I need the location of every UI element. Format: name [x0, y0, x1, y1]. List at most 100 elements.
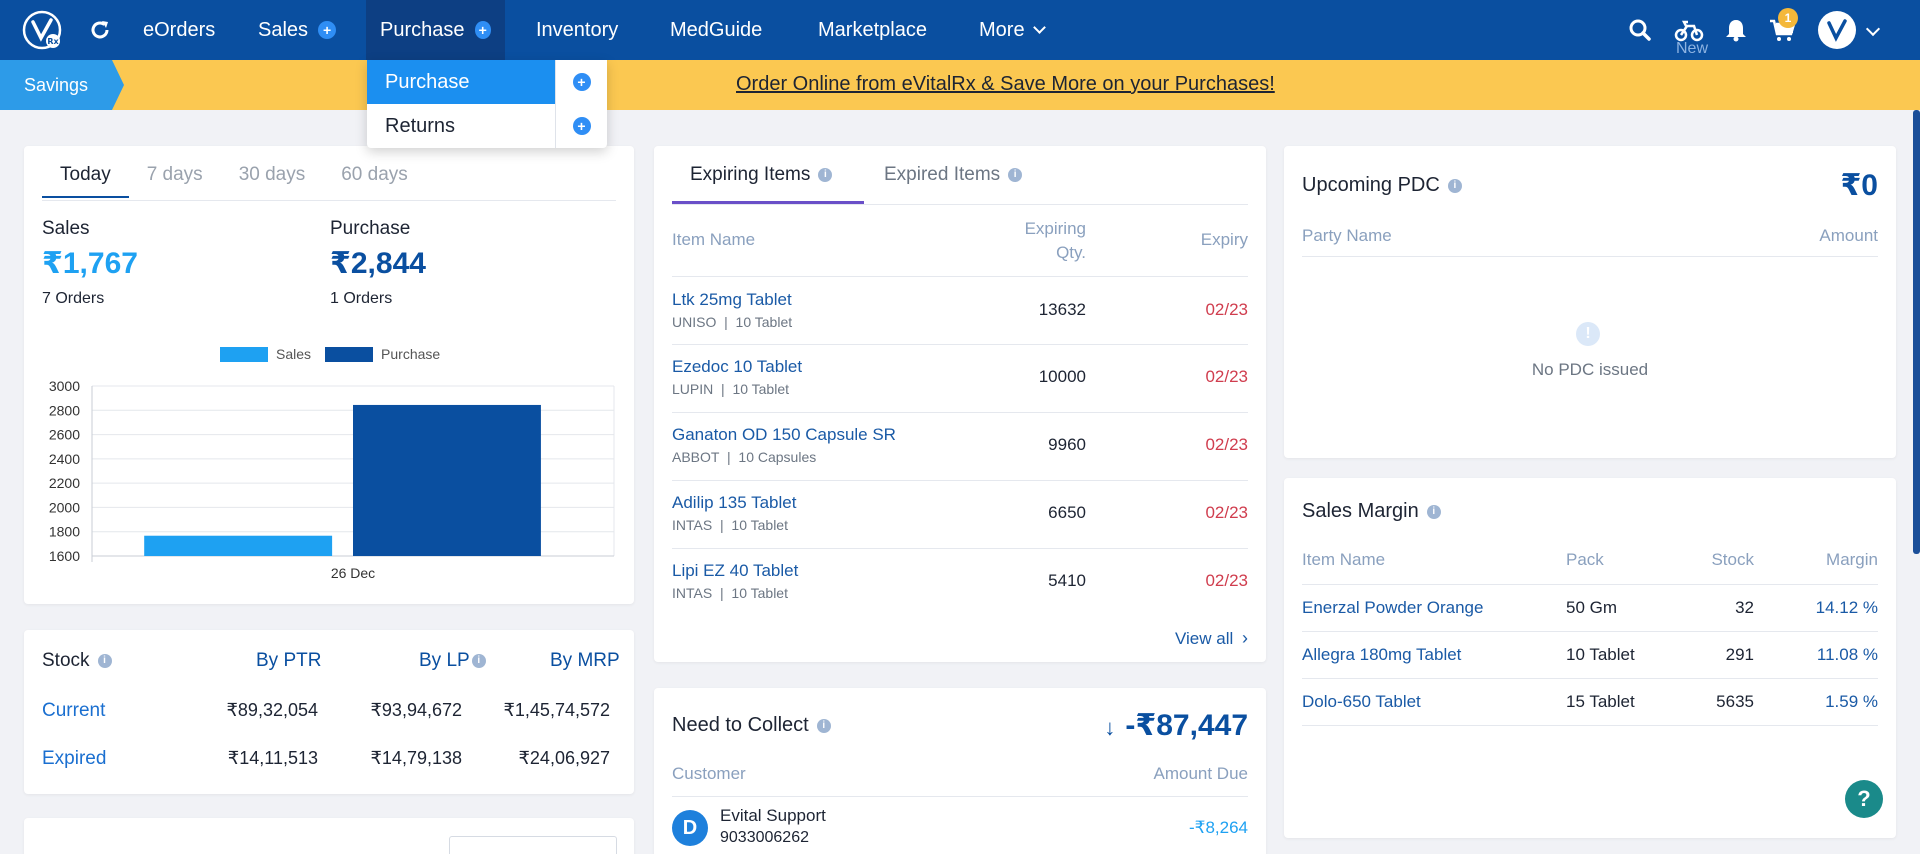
nav-sales-label: Sales	[258, 18, 309, 41]
stock-row-expired-label[interactable]: Expired	[42, 748, 107, 769]
stock-col-ptr[interactable]: By PTR	[256, 650, 322, 671]
nav-eorders[interactable]: eOrders	[129, 0, 229, 60]
tab-7-days[interactable]: 7 days	[146, 164, 203, 185]
summary-card: Today 7 days 30 days 60 days Sales ₹1,76…	[24, 146, 634, 604]
row-divider	[672, 480, 1248, 481]
svg-text:Rx: Rx	[47, 37, 59, 46]
staff-select[interactable]	[449, 836, 617, 854]
item-pack: 10 Tablet	[731, 585, 788, 601]
tab-30-days[interactable]: 30 days	[238, 164, 306, 185]
info-icon[interactable]: i	[818, 167, 833, 182]
tab-expired-items[interactable]: Expired Items i	[884, 164, 1023, 186]
nav-marketplace-label: Marketplace	[818, 18, 927, 41]
expiring-item-name[interactable]: Adilip 135 Tablet	[672, 493, 797, 512]
legend-label-purchase: Purchase	[381, 346, 441, 362]
expiring-items-card: Expiring Items i Expired Items i Item Name…	[654, 146, 1266, 662]
page-scrollbar[interactable]	[1913, 110, 1920, 554]
item-mfr: INTAS	[672, 585, 713, 601]
stock-card: Stock i By PTR By LP i By MRP Current ₹89,…	[24, 630, 634, 794]
nav-marketplace[interactable]: Marketplace	[804, 0, 941, 60]
purchase-label: Purchase	[330, 218, 411, 239]
add-sale-icon[interactable]: +	[318, 21, 337, 39]
menu-item-returns[interactable]: Returns +	[367, 104, 607, 148]
expiring-item-expiry: 02/23	[1205, 435, 1248, 454]
expiring-item-name[interactable]: Ltk 25mg Tablet	[672, 290, 792, 309]
user-menu-chevron-icon[interactable]	[1865, 21, 1881, 37]
stock-current-mrp: ₹1,45,74,572	[503, 700, 610, 720]
search-icon[interactable]	[1624, 14, 1656, 46]
header-divider	[1302, 584, 1878, 585]
info-icon[interactable]: i	[1426, 504, 1441, 519]
x-tick-label: 26 Dec	[331, 565, 375, 581]
nav-sales[interactable]: Sales +	[244, 0, 350, 60]
customer-name[interactable]: Evital Support	[720, 806, 826, 825]
info-icon[interactable]: i	[1008, 167, 1023, 182]
nav-medguide-label: MedGuide	[670, 18, 763, 41]
expiring-item-meta: ABBOT | 10 Capsules	[672, 449, 817, 465]
row-divider	[672, 344, 1248, 345]
stock-col-lp[interactable]: By LP i	[419, 650, 486, 672]
top-navbar: Rx eOrders Sales + Purchase + Inventory Me…	[0, 0, 1920, 60]
add-return-menu-icon[interactable]: +	[555, 104, 607, 148]
expiring-item-expiry: 02/23	[1205, 300, 1248, 319]
expiring-item-name[interactable]: Ezedoc 10 Tablet	[672, 357, 803, 376]
menu-item-purchase[interactable]: Purchase +	[367, 60, 607, 104]
margin-item-stock: 5635	[1716, 692, 1754, 711]
col-party-name: Party Name	[1302, 226, 1392, 245]
stock-col-mrp[interactable]: By MRP	[550, 650, 620, 671]
margin-item-name[interactable]: Enerzal Powder Orange	[1302, 598, 1484, 617]
add-purchase-icon[interactable]: +	[474, 21, 491, 39]
bell-icon[interactable]	[1720, 14, 1752, 46]
stock-title: Stock i	[42, 650, 112, 672]
item-mfr: UNISO	[672, 314, 717, 330]
nav-inventory[interactable]: Inventory	[522, 0, 632, 60]
expiring-item-meta: LUPIN | 10 Tablet	[672, 381, 790, 397]
expiring-item-meta: UNISO | 10 Tablet	[672, 314, 793, 330]
savings-tag: Savings	[0, 60, 124, 110]
row-divider	[1302, 725, 1878, 726]
nav-more[interactable]: More	[965, 0, 1058, 60]
expiring-item-qty: 5410	[1048, 571, 1086, 590]
margin-item-name[interactable]: Allegra 180mg Tablet	[1302, 645, 1462, 664]
delivery-bike-icon[interactable]	[1673, 14, 1705, 46]
chevron-down-icon	[1032, 21, 1046, 34]
app-logo[interactable]: Rx	[22, 10, 62, 50]
menu-item-returns-label[interactable]: Returns	[385, 114, 456, 137]
expiring-item-expiry: 02/23	[1205, 571, 1248, 590]
stock-expired-lp: ₹14,79,138	[370, 748, 462, 768]
promo-link[interactable]: Order Online from eVitalRx & Save More o…	[736, 73, 1275, 95]
expiring-item-name[interactable]: Ganaton OD 150 Capsule SR	[672, 425, 896, 444]
stock-current-ptr: ₹89,32,054	[226, 700, 318, 720]
y-tick-label: 2000	[49, 499, 80, 515]
menu-item-purchase-label[interactable]: Purchase	[367, 60, 555, 104]
tab-60-days[interactable]: 60 days	[341, 164, 408, 185]
item-pack: 10 Capsules	[738, 449, 817, 465]
customer-avatar: D	[672, 810, 708, 846]
col-customer: Customer	[672, 764, 746, 783]
user-avatar[interactable]	[1818, 11, 1856, 49]
add-purchase-menu-icon[interactable]: +	[555, 60, 607, 104]
stock-row-current-label[interactable]: Current	[42, 700, 106, 721]
refresh-icon[interactable]	[85, 15, 115, 45]
help-button[interactable]: ?	[1845, 780, 1883, 818]
col-item-name: Item Name	[1302, 550, 1386, 569]
view-all-link[interactable]: View all ›	[1175, 628, 1248, 649]
tab-today[interactable]: Today	[42, 164, 129, 198]
item-mfr: LUPIN	[672, 381, 714, 397]
tab-expiring-items-label: Expiring Items	[690, 164, 811, 185]
item-pack: 10 Tablet	[735, 314, 793, 330]
info-icon[interactable]: i	[816, 718, 831, 733]
stock-current-lp: ₹93,94,672	[370, 700, 462, 720]
info-icon[interactable]: i	[1447, 178, 1462, 193]
margin-item-name[interactable]: Dolo-650 Tablet	[1302, 692, 1421, 711]
pdc-title: Upcoming PDC i	[1302, 174, 1462, 197]
info-icon[interactable]: i	[97, 653, 112, 668]
arrow-down-icon: ↓	[1104, 715, 1116, 740]
new-label: New	[1676, 40, 1709, 57]
customer-amount-due: -₹8,264	[1188, 818, 1248, 837]
nav-purchase[interactable]: Purchase +	[366, 0, 505, 60]
info-icon[interactable]: i	[471, 653, 486, 668]
tab-expiring-items[interactable]: Expiring Items i	[672, 164, 864, 204]
expiring-item-name[interactable]: Lipi EZ 40 Tablet	[672, 561, 799, 580]
nav-medguide[interactable]: MedGuide	[656, 0, 776, 60]
